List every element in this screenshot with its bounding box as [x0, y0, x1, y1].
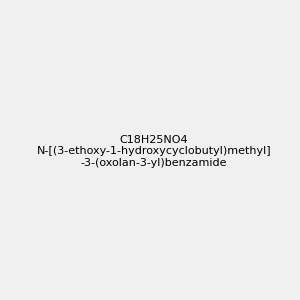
- Text: C18H25NO4
N-[(3-ethoxy-1-hydroxycyclobutyl)methyl]
-3-(oxolan-3-yl)benzamide: C18H25NO4 N-[(3-ethoxy-1-hydroxycyclobut…: [36, 135, 271, 168]
